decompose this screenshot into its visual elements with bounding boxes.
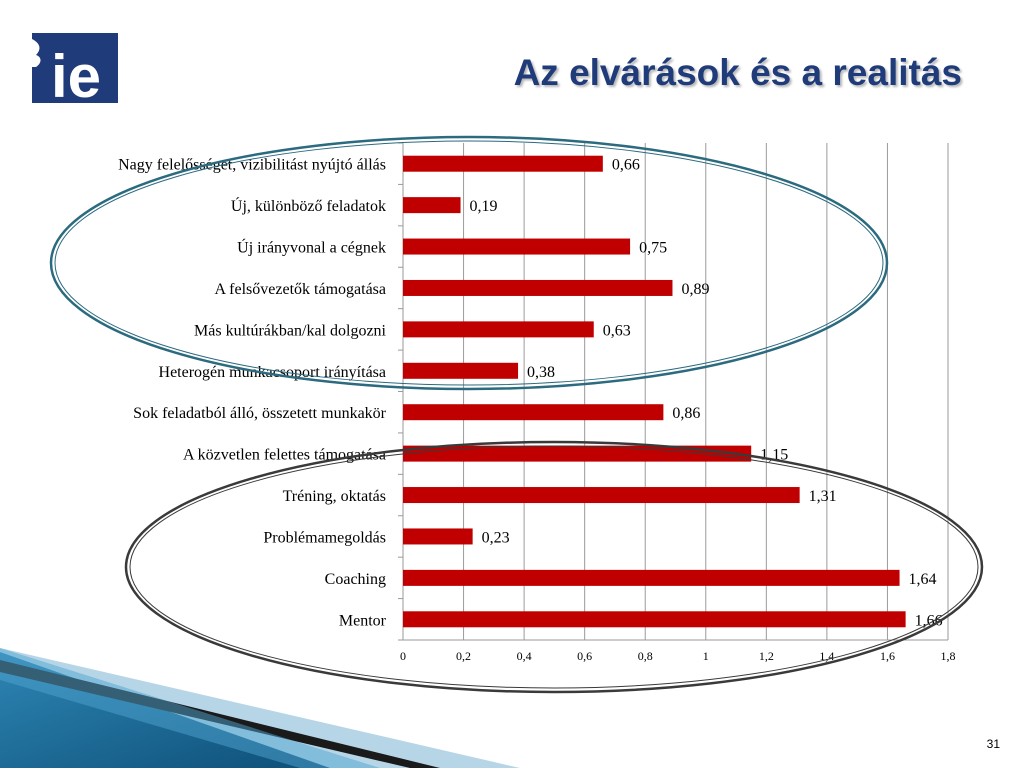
top-highlight-ellipse-inner — [54, 140, 884, 386]
x-tick-label: 0,8 — [638, 649, 653, 663]
bar — [403, 279, 673, 296]
bar — [403, 445, 752, 462]
bottom-highlight-ellipse — [124, 440, 984, 694]
bar — [403, 238, 631, 255]
bar — [403, 155, 603, 172]
bars — [403, 155, 906, 628]
x-tick-label: 1,2 — [759, 649, 774, 663]
top-highlight-ellipse — [49, 135, 889, 391]
x-tick-label: 0,2 — [456, 649, 471, 663]
x-tick-label: 1,8 — [941, 649, 956, 663]
bar — [403, 197, 461, 214]
category-label: Tréning, oktatás — [283, 488, 386, 505]
bar — [403, 321, 594, 338]
logo-background — [32, 33, 118, 103]
value-labels: 0,660,190,750,890,630,380,861,151,310,23… — [470, 157, 943, 630]
category-label: Új irányvonal a cégnek — [237, 238, 386, 257]
x-tick-label: 0,6 — [577, 649, 592, 663]
category-label: Heterogén munkacsoport irányítása — [159, 364, 386, 381]
bottom-highlight-ellipse-inner — [129, 445, 979, 689]
category-labels: Nagy felelősséget, vizibilitást nyújtó á… — [118, 157, 387, 630]
x-tick-label: 0,4 — [517, 649, 532, 663]
logo-swoosh — [32, 39, 41, 67]
bar — [403, 404, 664, 421]
x-tick-label: 1,4 — [819, 649, 834, 663]
category-label: Új, különböző feladatok — [231, 196, 386, 215]
value-label: 0,19 — [470, 198, 498, 215]
category-label: Problémamegoldás — [263, 529, 386, 546]
value-label: 0,86 — [672, 405, 700, 422]
value-label: 0,89 — [681, 281, 709, 298]
category-label: Mentor — [339, 612, 387, 629]
value-label: 0,23 — [482, 529, 510, 546]
bar — [403, 611, 906, 628]
category-label: Más kultúrákban/kal dolgozni — [194, 322, 387, 339]
logo-text: ie — [51, 43, 101, 103]
x-tick-label: 1 — [703, 649, 709, 663]
category-label: Sok feladatból álló, összetett munkakör — [133, 405, 387, 422]
value-label: 0,66 — [612, 157, 640, 174]
grid-lines — [398, 142, 949, 641]
bar — [403, 528, 473, 545]
highlight-ellipses — [49, 135, 984, 694]
value-label: 1,64 — [909, 571, 937, 588]
x-tick-label: 1,6 — [880, 649, 895, 663]
category-label: A felsővezetők támogatása — [215, 281, 387, 298]
bar — [403, 362, 519, 379]
bar — [403, 487, 800, 504]
x-tick-label: 0 — [400, 649, 406, 663]
category-label: Coaching — [325, 571, 386, 588]
value-label: 1,31 — [809, 488, 837, 505]
value-label: 0,38 — [527, 364, 555, 381]
value-label: 0,63 — [603, 322, 631, 339]
page-number: 31 — [986, 737, 1000, 751]
bar — [403, 569, 900, 586]
slide-title: Az elvárások és a realitás — [513, 52, 962, 93]
ie-logo: ie — [32, 33, 118, 103]
value-label: 0,75 — [639, 240, 667, 257]
